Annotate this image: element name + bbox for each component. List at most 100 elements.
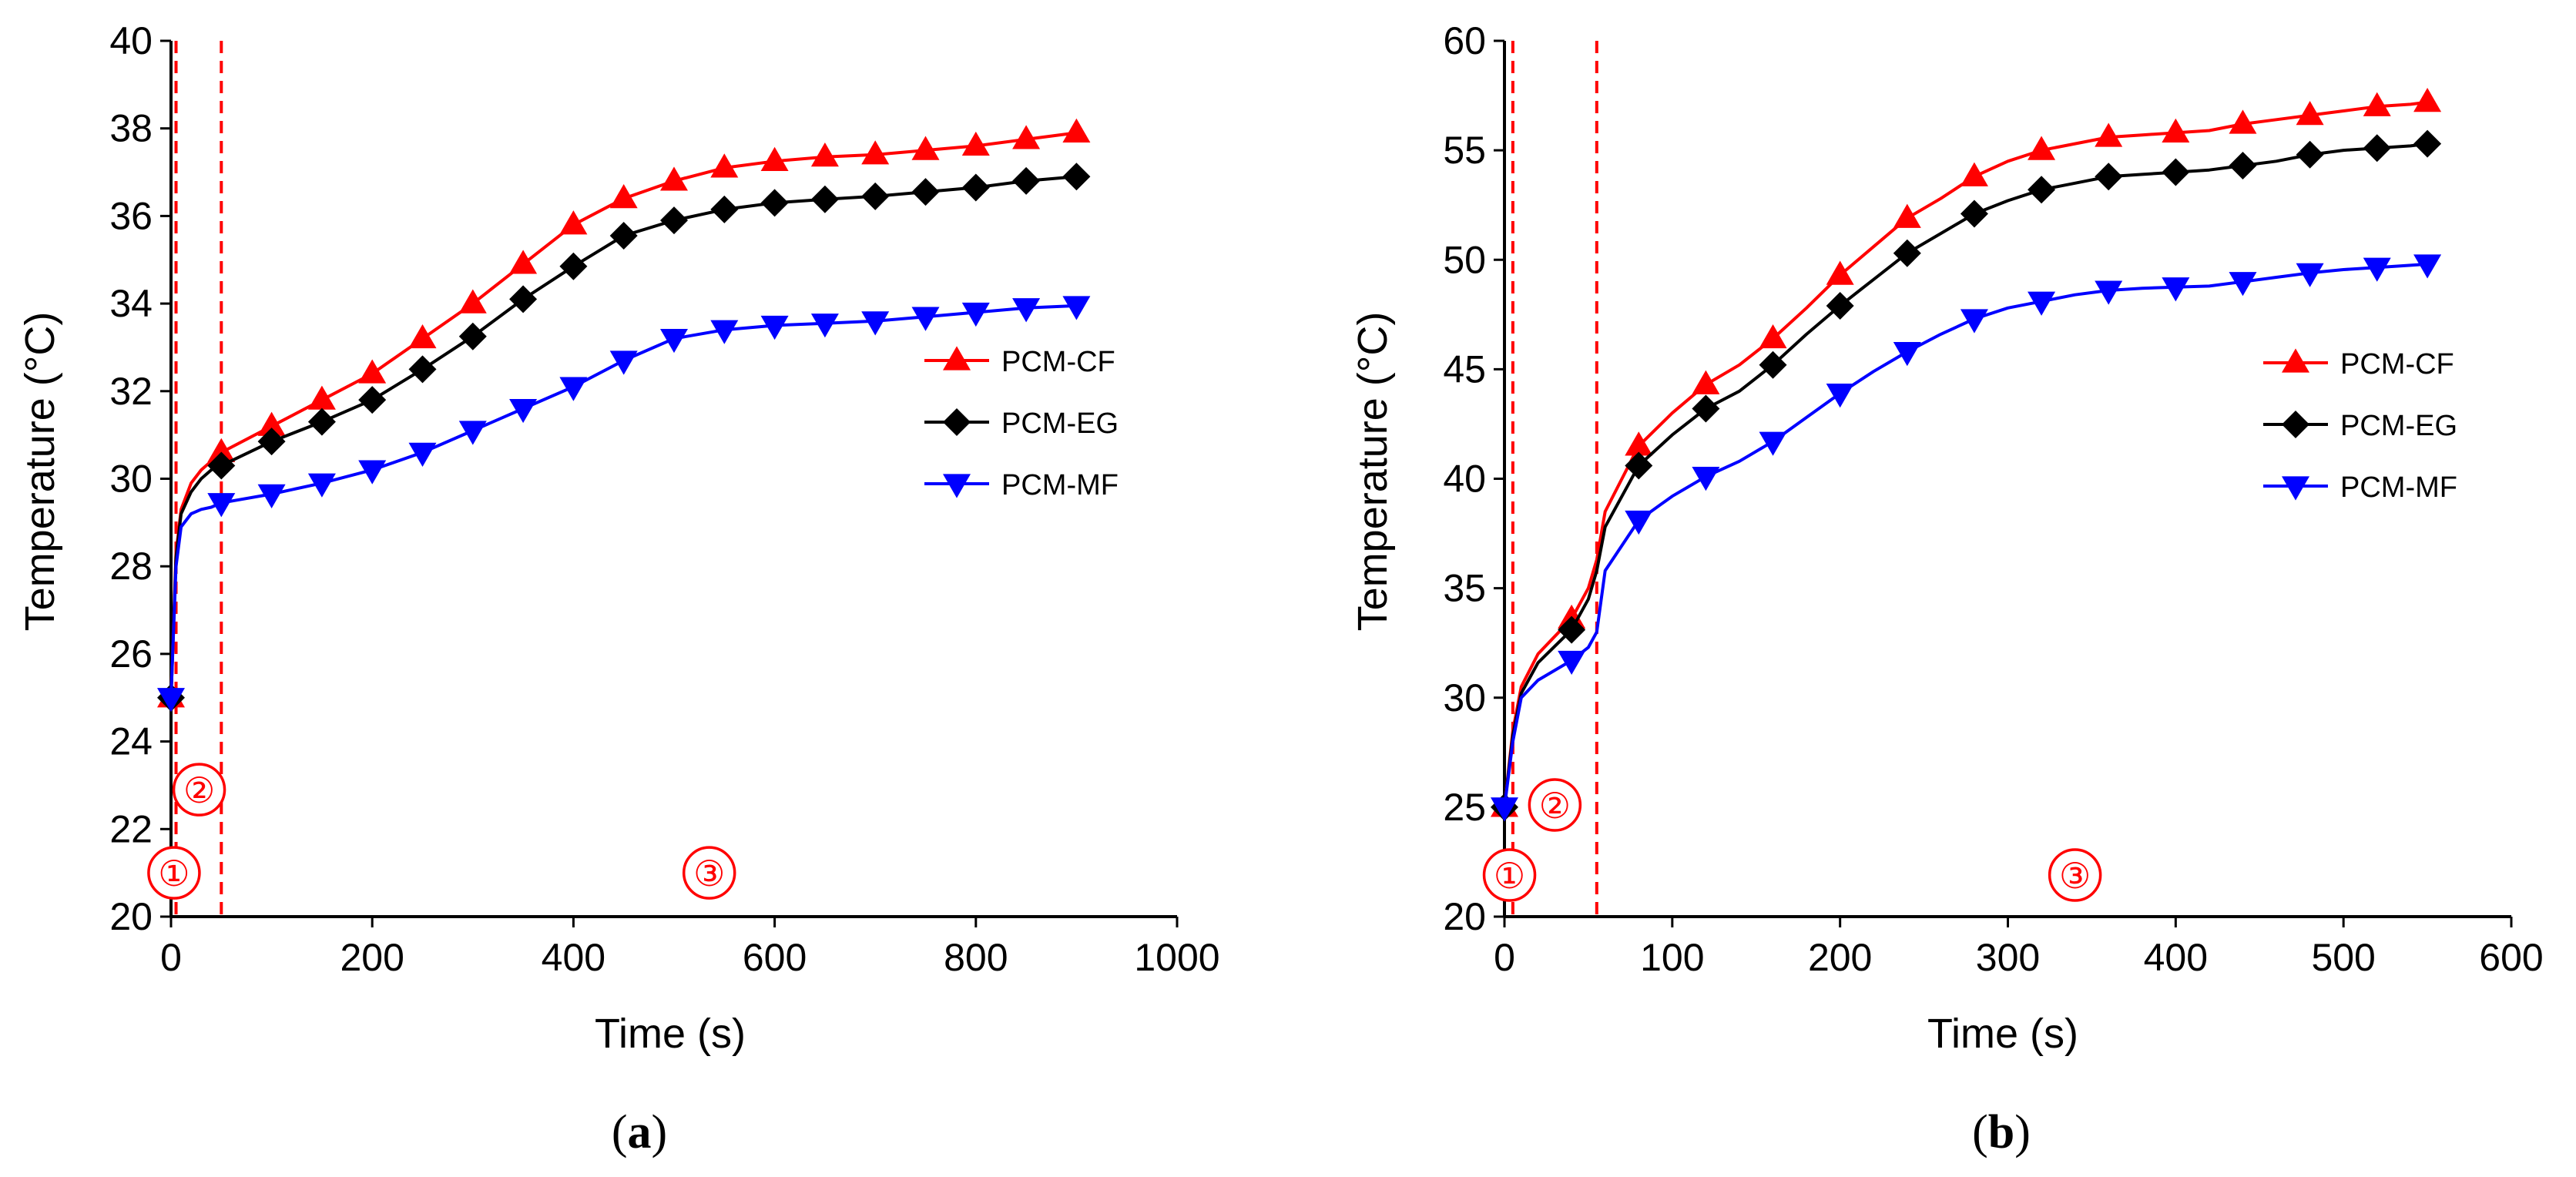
data-point-marker [760,146,789,171]
y-tick-label: 40 [1443,458,1486,501]
y-tick-label: 50 [1443,238,1486,281]
data-point-marker [609,184,638,209]
legend-label: PCM-CF [2340,348,2454,381]
y-tick-label: 40 [109,19,153,62]
data-point-marker [2162,118,2190,143]
panel-label: (a) [612,1106,667,1159]
data-point-marker [408,324,437,349]
data-point-marker [2028,291,2056,316]
data-point-marker [1893,239,1921,267]
data-point-marker [2229,109,2257,134]
x-tick-label: 600 [743,936,807,979]
data-point-marker [257,411,286,436]
data-point-marker [1692,370,1720,394]
series-pcm-cf [1491,87,2442,817]
region-label-number: ② [1539,786,1571,826]
data-point-marker [358,386,387,414]
legend-item-pcm-eg: PCM-EG [924,407,1119,440]
data-point-marker [1012,166,1041,195]
data-point-marker [2363,257,2391,282]
legend-marker [943,346,971,371]
data-point-marker [2413,254,2442,279]
panel-label: (b) [1972,1106,2031,1159]
data-point-marker [2095,280,2123,305]
data-point-marker [307,385,336,410]
data-point-marker [458,289,487,314]
legend: PCM-CF PCM-EG PCM-MF [2263,348,2457,504]
region-label-number: ③ [2059,856,2091,896]
data-point-marker [961,173,990,202]
data-point-marker [358,460,387,485]
data-point-marker [307,473,336,498]
y-tick-label: 36 [109,194,153,237]
legend-item-pcm-mf: PCM-MF [924,469,1119,501]
data-point-marker [2095,122,2123,147]
data-point-marker [1491,797,1518,822]
series-pcm-eg [1491,129,2442,821]
data-point-marker [1558,615,1586,644]
data-point-marker [408,355,437,384]
legend-marker [2282,411,2309,438]
data-point-marker [1012,125,1041,149]
legend-marker [2282,348,2309,373]
chart-panel-b: Temperature (°C) Time (s) (b) 20 25 30 35 40… [1350,19,2544,1159]
data-point-marker [509,250,538,274]
y-tick-label: 28 [109,545,153,588]
series-line [1503,142,2428,808]
y-axis-title: Temperature (°C) [1350,312,1396,632]
data-point-marker [1826,291,1854,320]
data-point-marker [2162,277,2190,302]
data-point-marker [2296,263,2324,287]
data-point-marker [609,221,638,250]
region-label: ① [1482,848,1537,902]
series-line [1503,262,2428,808]
data-point-marker [609,350,638,375]
data-point-marker [1625,510,1653,535]
y-tick-label: 22 [109,807,153,850]
x-tick-label: 1000 [1134,936,1219,979]
legend-item-pcm-mf: PCM-MF [2263,471,2457,504]
x-tick-label: 300 [1976,936,2040,979]
data-point-marker [1062,118,1091,143]
data-point-marker [861,311,890,336]
y-tick-label: 45 [1443,347,1486,391]
data-point-marker [257,428,286,456]
data-point-marker [911,136,940,160]
data-point-marker [559,377,588,401]
x-tick-label: 200 [340,936,404,979]
y-axis-title: Temperature (°C) [17,312,63,632]
data-point-marker [861,140,890,165]
data-point-marker [2162,158,2190,186]
data-point-marker [2363,134,2391,163]
data-point-marker [961,302,990,327]
y-tick-label: 24 [109,720,153,763]
data-point-marker [2028,176,2056,204]
data-point-marker [458,421,487,445]
data-point-marker [2028,136,2056,160]
legend-label: PCM-EG [2340,410,2457,442]
data-point-marker [1893,203,1921,228]
legend: PCM-CF PCM-EG PCM-MF [924,346,1119,501]
data-point-marker [710,320,739,344]
region-label: ② [1528,778,1582,832]
data-point-marker [1960,162,1988,186]
data-point-marker [358,359,387,384]
y-tick-label: 26 [109,632,153,676]
data-point-marker [207,493,236,518]
data-point-marker [2229,272,2257,297]
legend-label: PCM-MF [2340,471,2457,504]
data-point-marker [1625,431,1653,456]
data-point-marker [1759,350,1787,379]
data-point-marker [257,484,286,508]
data-point-marker [559,210,588,235]
region-label: ② [172,763,226,817]
y-tick-label: 25 [1443,786,1486,829]
data-point-marker [1692,394,1720,423]
data-point-marker [1960,309,1988,334]
data-point-marker [2296,101,2324,126]
y-tick-label: 20 [1443,895,1486,938]
data-point-marker [961,131,990,156]
data-point-marker [911,307,940,331]
data-point-marker [408,442,437,467]
y-tick-label: 55 [1443,129,1486,172]
